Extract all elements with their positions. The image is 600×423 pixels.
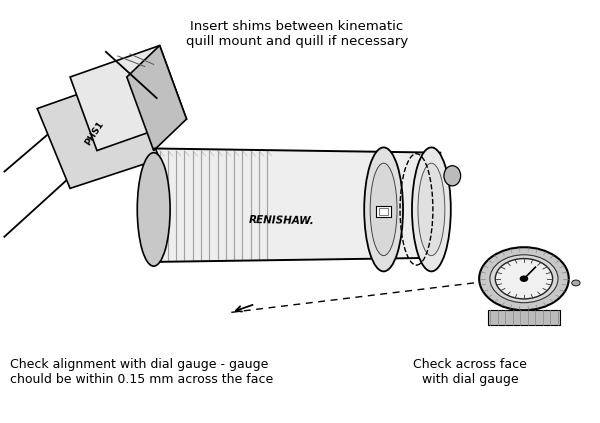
Ellipse shape xyxy=(418,163,445,255)
Ellipse shape xyxy=(444,166,461,186)
FancyBboxPatch shape xyxy=(488,310,560,325)
Circle shape xyxy=(479,247,569,310)
Text: Insert shims between kinematic
quill mount and quill if necessary: Insert shims between kinematic quill mou… xyxy=(186,20,408,48)
Text: PHS1: PHS1 xyxy=(83,120,105,148)
Polygon shape xyxy=(127,46,187,151)
Circle shape xyxy=(520,276,527,281)
Polygon shape xyxy=(70,46,187,151)
Bar xyxy=(379,208,388,215)
Ellipse shape xyxy=(370,163,397,255)
Circle shape xyxy=(572,280,580,286)
Polygon shape xyxy=(154,148,440,262)
Text: Check across face
with dial gauge: Check across face with dial gauge xyxy=(413,358,527,386)
Ellipse shape xyxy=(412,148,451,272)
Text: Check alignment with dial gauge - gauge
chould be within 0.15 mm across the face: Check alignment with dial gauge - gauge … xyxy=(10,358,274,386)
Circle shape xyxy=(490,255,558,303)
Polygon shape xyxy=(37,77,160,188)
Ellipse shape xyxy=(364,148,403,272)
Text: RENISHAW.: RENISHAW. xyxy=(249,215,315,226)
Circle shape xyxy=(495,258,553,299)
Ellipse shape xyxy=(137,153,170,266)
Bar xyxy=(376,206,391,217)
